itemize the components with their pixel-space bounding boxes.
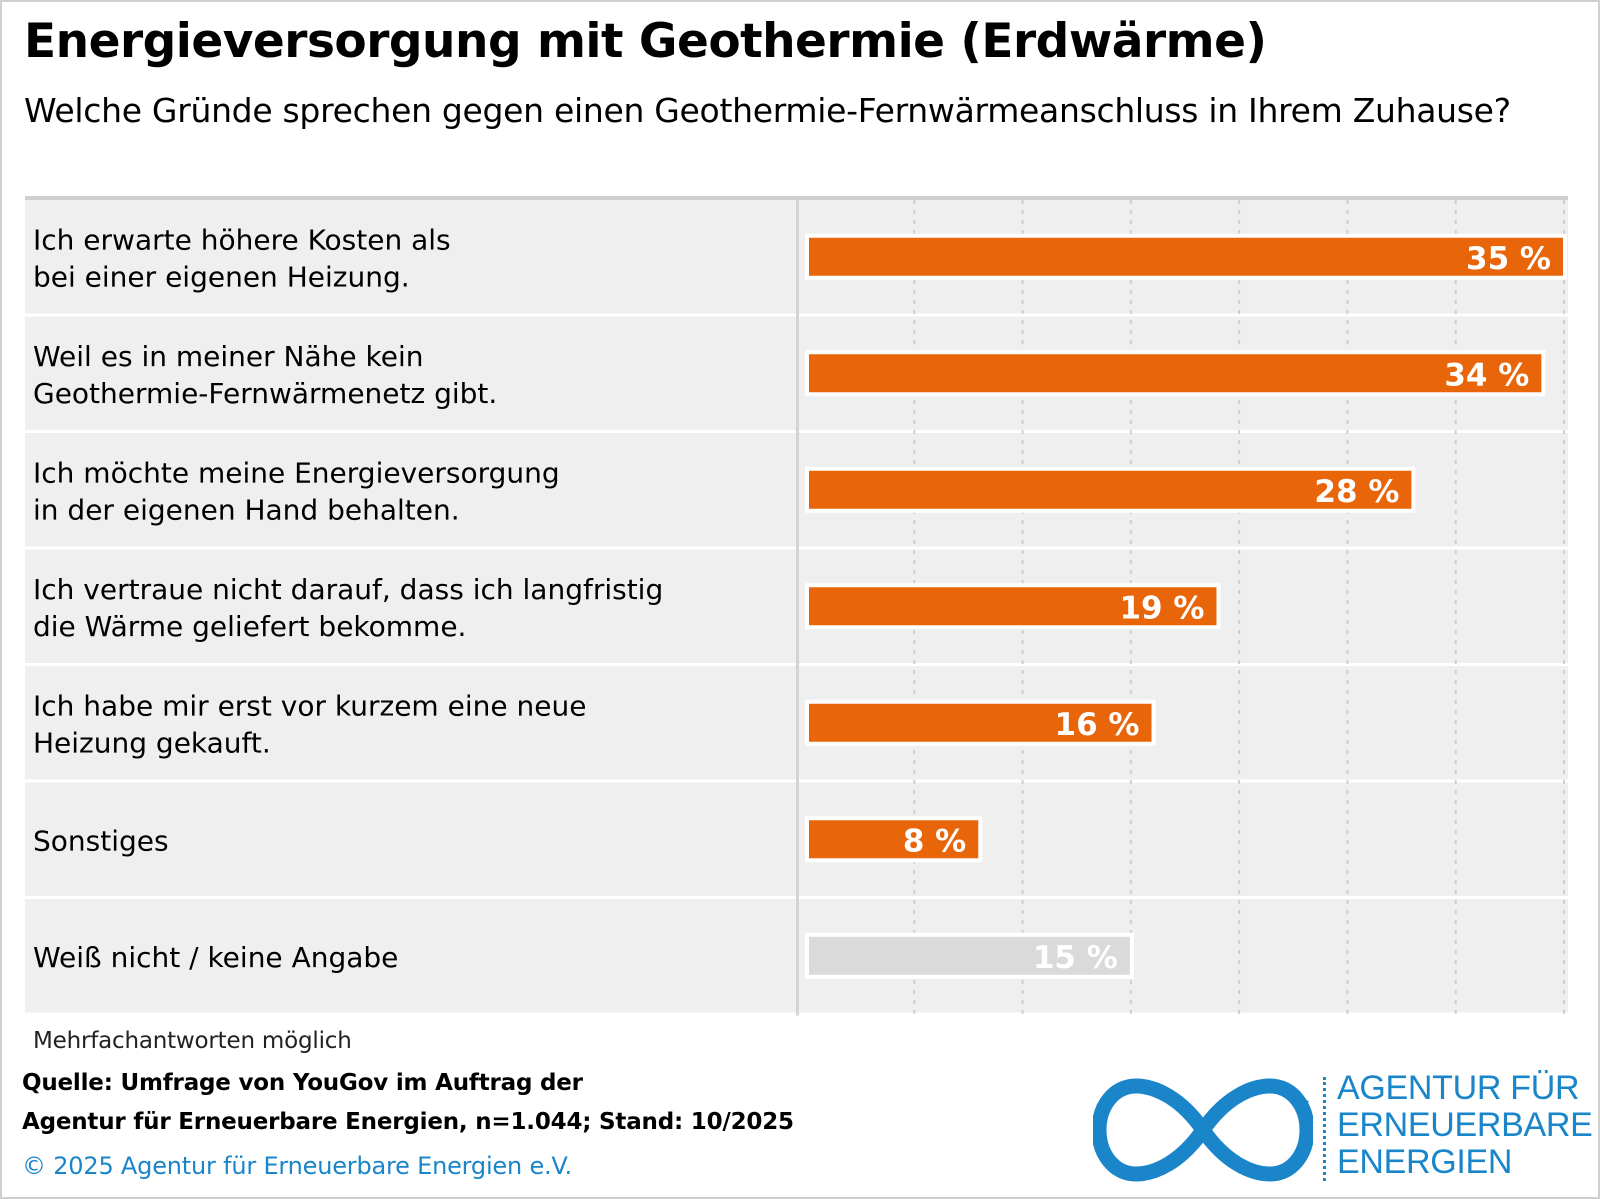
logo-line-3: ENERGIEN [1337, 1143, 1513, 1181]
data-label: 28 % [1314, 474, 1399, 510]
category-label: Ich habe mir erst vor kurzem eine neue [33, 689, 586, 722]
category-label: in der eigenen Hand behalten. [33, 493, 460, 526]
infinity-logo-icon [1093, 1078, 1313, 1182]
bar [805, 466, 1416, 513]
data-label: 35 % [1466, 241, 1551, 277]
logo-line-2: ERNEUERBARE [1337, 1106, 1593, 1144]
category-label: Geothermie-Fernwärmenetz gibt. [33, 377, 497, 410]
logo-wordmark: AGENTUR FÜR ERNEUERBARE ENERGIEN [1337, 1070, 1593, 1181]
category-label: bei einer eigenen Heizung. [33, 260, 410, 293]
source-note: Quelle: Umfrage von YouGov im Auftrag de… [22, 1064, 794, 1142]
chart-note: Mehrfachantworten möglich [33, 1028, 352, 1054]
category-label: Ich möchte meine Energieversorgung [33, 456, 560, 489]
copyright: © 2025 Agentur für Erneuerbare Energien … [22, 1152, 572, 1180]
bar [805, 699, 1156, 746]
bar [805, 583, 1221, 630]
bar-chart: 35 % Ich erwarte höhere Kosten als bei ein… [25, 196, 1568, 1016]
logo-line-1: AGENTUR FÜR [1337, 1069, 1580, 1107]
bar [805, 233, 1567, 280]
column-divider [796, 200, 799, 1016]
category-label: die Wärme geliefert bekomme. [33, 610, 466, 643]
top-rule [25, 196, 1568, 200]
bar [805, 932, 1134, 979]
chart-title: Energieversorgung mit Geothermie (Erdwär… [24, 14, 1267, 69]
source-line-2: Agentur für Erneuerbare Energien, n=1.04… [22, 1109, 794, 1135]
data-label: 34 % [1444, 357, 1529, 393]
logo-divider [1323, 1077, 1326, 1181]
category-label: Weil es in meiner Nähe kein [33, 340, 423, 373]
data-label: 16 % [1055, 707, 1140, 743]
data-label: 8 % [903, 823, 966, 859]
category-label: Ich erwarte höhere Kosten als [33, 223, 451, 256]
source-line-1: Quelle: Umfrage von YouGov im Auftrag de… [22, 1070, 583, 1096]
data-label: 19 % [1119, 590, 1204, 626]
bar [805, 350, 1546, 397]
data-label: 15 % [1033, 940, 1118, 976]
category-label: Heizung gekauft. [33, 726, 271, 759]
category-label: Sonstiges [33, 824, 169, 857]
chart-subtitle: Welche Gründe sprechen gegen einen Geoth… [24, 91, 1511, 130]
bar [805, 816, 983, 863]
category-label: Weiß nicht / keine Angabe [33, 941, 398, 974]
category-label: Ich vertraue nicht darauf, dass ich lang… [33, 573, 663, 606]
